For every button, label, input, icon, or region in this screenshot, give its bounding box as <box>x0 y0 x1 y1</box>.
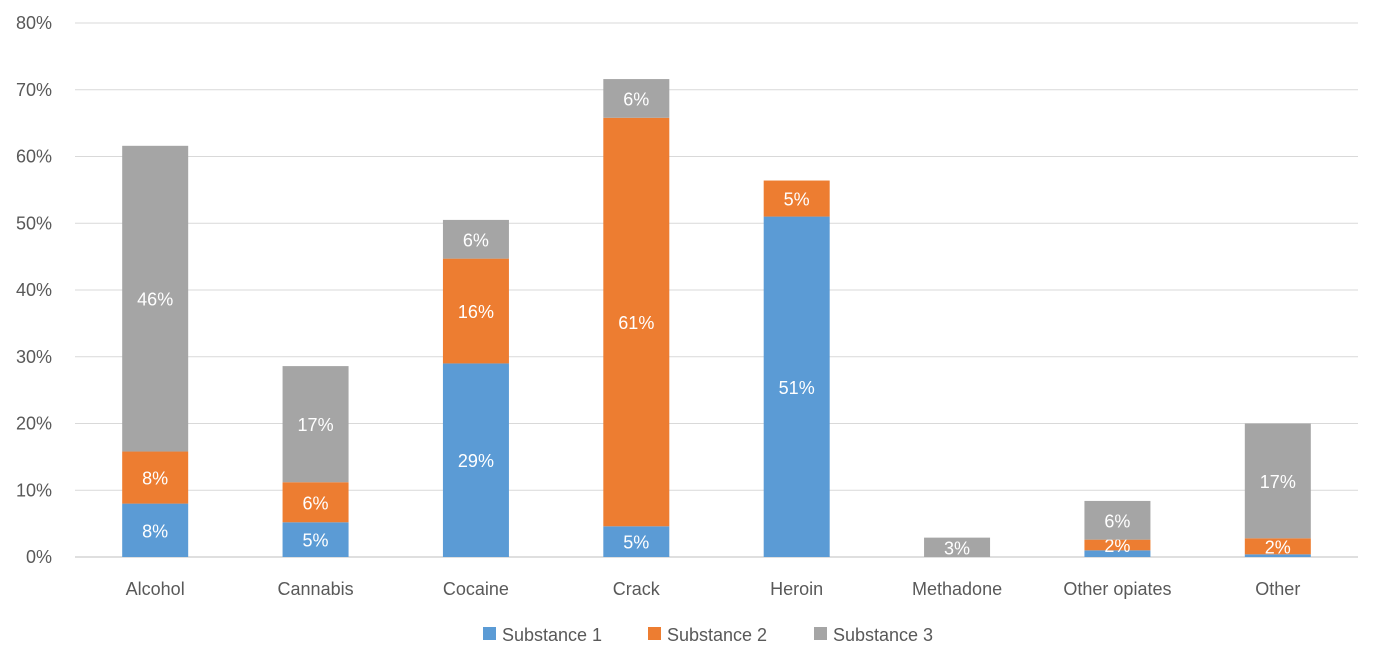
category-label: Alcohol <box>126 579 185 599</box>
bar-segment <box>763 216 830 557</box>
bar-segment <box>122 145 189 452</box>
data-label: 6% <box>1104 511 1130 531</box>
data-label: 51% <box>779 378 815 398</box>
bar-segment <box>1084 550 1151 557</box>
y-tick-label: 60% <box>16 147 52 167</box>
data-label: 6% <box>463 230 489 250</box>
y-tick-label: 70% <box>16 80 52 100</box>
legend-swatch <box>814 627 827 640</box>
category-label: Other opiates <box>1063 579 1171 599</box>
legend-label: Substance 3 <box>833 625 933 645</box>
legend-swatch <box>483 627 496 640</box>
data-label: 5% <box>784 190 810 210</box>
bar-segment <box>282 366 349 483</box>
legend-label: Substance 2 <box>667 625 767 645</box>
category-label: Cannabis <box>278 579 354 599</box>
category-label: Other <box>1255 579 1300 599</box>
data-label: 8% <box>142 469 168 489</box>
y-tick-label: 50% <box>16 213 52 233</box>
y-tick-label: 80% <box>16 13 52 33</box>
category-label: Methadone <box>912 579 1002 599</box>
bar-segment <box>442 258 509 364</box>
data-label: 46% <box>137 290 173 310</box>
bar-segment <box>924 537 991 557</box>
bar-segment <box>1084 500 1151 540</box>
y-tick-label: 30% <box>16 347 52 367</box>
data-label: 61% <box>618 313 654 333</box>
category-label: Crack <box>613 579 661 599</box>
data-label: 5% <box>623 533 649 553</box>
category-label: Cocaine <box>443 579 509 599</box>
data-label: 17% <box>1260 472 1296 492</box>
data-label: 16% <box>458 302 494 322</box>
data-label: 2% <box>1104 536 1130 556</box>
data-label: 17% <box>298 415 334 435</box>
data-label: 2% <box>1265 537 1291 557</box>
bar-segment <box>1244 554 1311 557</box>
bar-segment <box>1084 539 1151 551</box>
data-label: 3% <box>944 538 970 558</box>
bar-segment <box>603 79 670 118</box>
data-label: 5% <box>303 531 329 551</box>
data-label: 8% <box>142 521 168 541</box>
y-tick-label: 20% <box>16 414 52 434</box>
bar-segment <box>282 482 349 523</box>
legend-label: Substance 1 <box>502 625 602 645</box>
data-label: 6% <box>303 493 329 513</box>
bar-segment <box>1244 423 1311 539</box>
legend-swatch <box>648 627 661 640</box>
bar-segment <box>603 117 670 527</box>
bar-segment <box>122 451 189 504</box>
bar-segment <box>122 503 189 557</box>
bar-segment <box>603 526 670 557</box>
bar-segment <box>442 363 509 557</box>
y-tick-label: 40% <box>16 280 52 300</box>
y-tick-label: 0% <box>26 547 52 567</box>
y-tick-label: 10% <box>16 480 52 500</box>
category-label: Heroin <box>770 579 823 599</box>
bar-segment <box>442 219 509 259</box>
bar-segment <box>282 522 349 557</box>
bar-segment <box>763 180 830 217</box>
data-label: 29% <box>458 451 494 471</box>
data-label: 6% <box>623 89 649 109</box>
bar-segment <box>1244 538 1311 555</box>
